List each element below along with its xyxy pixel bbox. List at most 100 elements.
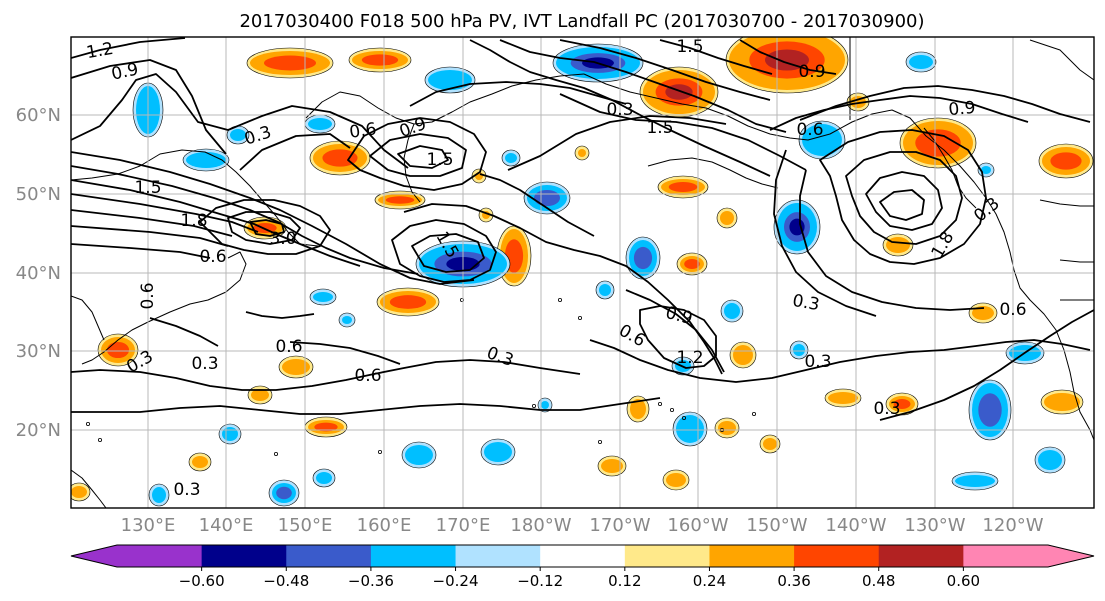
anomaly-blob-66-cyan xyxy=(1038,450,1062,470)
island-2 xyxy=(682,415,687,420)
island-13 xyxy=(578,315,583,320)
contour-label-15: 0.3 xyxy=(191,354,218,374)
contour-label-20: 0.3 xyxy=(173,480,200,500)
lon-label-160e: 160°E xyxy=(357,515,412,536)
contour-label-26: 1.5 xyxy=(676,37,703,57)
colorbar-bin-8 xyxy=(794,545,880,567)
anomaly-blob-54-outline xyxy=(218,423,242,445)
anomaly-blob-15-red xyxy=(106,341,130,359)
anomaly-blob-28-outline xyxy=(968,302,998,324)
coastline-segment-5 xyxy=(583,73,1094,441)
ivt-contour-27 xyxy=(559,93,807,171)
ivt-contour-16 xyxy=(239,133,351,171)
island-11 xyxy=(98,437,103,442)
contour-label-23: 0.3 xyxy=(873,399,900,419)
anomaly-blob-36-cyan xyxy=(428,70,472,90)
anomaly-blob-11-red xyxy=(1050,152,1082,170)
anomaly-blob-9-darkred xyxy=(764,49,810,71)
ivt-contour-18 xyxy=(411,233,485,273)
anomaly-blob-14-orange xyxy=(720,211,734,225)
anomaly-blob-57-outline xyxy=(501,149,521,167)
longitude-axis-labels: 130°E 140°E 150°E 160°E 170°E 180°W 170°… xyxy=(121,515,1044,536)
anomaly-blob-31-outline xyxy=(574,145,590,161)
anomaly-blob-61-outline xyxy=(537,397,553,413)
coastline-segment-1 xyxy=(81,251,247,365)
anomaly-blob-22-orange xyxy=(630,399,646,419)
colorbar-extend-high xyxy=(1048,545,1094,567)
anomaly-blob-21-orange xyxy=(666,473,686,487)
contour-label-31: 1.5 xyxy=(646,118,673,138)
anomaly-blob-27-outline xyxy=(1040,389,1084,415)
anomaly-blob-53-outline xyxy=(148,483,170,507)
anomaly-blob-6-red xyxy=(389,295,427,309)
anomaly-blob-49-outline xyxy=(595,280,615,300)
ivt-contour-39 xyxy=(589,339,1091,383)
contour-label-0: 1.2 xyxy=(85,39,115,63)
contour-label-11: 0.6 xyxy=(138,282,158,309)
contour-label-9: 0.6 xyxy=(199,247,226,267)
colorbar-bin-9 xyxy=(878,545,964,567)
anomaly-blob-28-orange xyxy=(972,306,994,320)
anomaly-blob-52-blue xyxy=(276,486,292,500)
colorbar-ticks xyxy=(201,567,964,571)
contour-label-32: 0.3 xyxy=(606,100,633,120)
anomaly-blob-12-outline xyxy=(882,233,914,257)
anomaly-blob-19-outline xyxy=(188,452,212,472)
anomaly-blob-21-outline xyxy=(662,469,690,491)
anomaly-blob-3-red xyxy=(385,196,415,204)
anomaly-blob-17-outline xyxy=(247,385,273,405)
colorbar-tick-label-2: −0.36 xyxy=(348,572,394,590)
coastline-segment-3 xyxy=(305,73,585,125)
island-5 xyxy=(377,449,382,454)
anomaly-blob-48-cyan xyxy=(724,303,740,319)
ivt-contour-20 xyxy=(479,173,595,237)
ivt-contour-30 xyxy=(799,85,1091,123)
map-frame xyxy=(70,36,1095,509)
island-6 xyxy=(273,451,278,456)
contour-label-21: 0.3 xyxy=(791,291,821,315)
anomaly-blob-30-orange xyxy=(718,421,736,435)
colorbar-bin-1 xyxy=(201,545,287,567)
ivt-contour-24 xyxy=(559,39,771,101)
contour-label-14: 0.6 xyxy=(354,366,381,386)
anomaly-blob-48-outline xyxy=(720,299,744,323)
lon-label-170w: 170°W xyxy=(589,515,650,536)
anomaly-blob-23-orange xyxy=(733,345,753,365)
anomaly-blob-59-outline xyxy=(671,356,695,376)
anomaly-blob-29-outline xyxy=(71,482,91,502)
anomaly-blob-7-outline xyxy=(657,175,709,199)
anomaly-blob-63-cyan xyxy=(316,472,332,484)
lon-label-140w: 140°W xyxy=(825,515,886,536)
lon-label-180w: 180°W xyxy=(510,515,571,536)
contour-label-8: 3.0 xyxy=(269,229,296,249)
anomaly-blob-62-outline xyxy=(977,162,995,178)
anomaly-blob-27-orange xyxy=(1044,393,1080,411)
anomaly-blob-1-red xyxy=(361,54,399,66)
contour-label-27: 0.9 xyxy=(798,62,825,82)
ivt-contour-45 xyxy=(879,309,1094,421)
anomaly-blob-0-red xyxy=(264,55,316,71)
anomaly-blob-58-cyan xyxy=(955,475,995,487)
colorbar-tick-label-5: 0.12 xyxy=(608,572,641,590)
anomaly-blob-40-outline xyxy=(523,181,571,215)
lat-label-60n: 60°N xyxy=(16,105,61,126)
anomaly-blob-56-cyan xyxy=(342,316,352,324)
anomaly-blob-56-outline xyxy=(338,312,356,328)
island-9 xyxy=(598,439,603,444)
anomaly-blob-58-outline xyxy=(951,471,999,491)
island-4 xyxy=(752,411,757,416)
anomaly-blob-50-outline xyxy=(401,441,437,469)
contour-label-13: 0.6 xyxy=(275,337,302,357)
anomaly-blob-55-outline xyxy=(309,288,337,306)
colorbar-outline xyxy=(70,544,1095,568)
anomaly-blob-16-orange xyxy=(282,359,310,375)
anomaly-blob-60-cyan xyxy=(793,344,805,356)
anomaly-blob-23-outline xyxy=(729,341,757,369)
anomaly-blob-13-outline xyxy=(676,252,708,276)
anomaly-blob-64-cyan xyxy=(308,118,332,130)
anomaly-blob-42-outline xyxy=(773,199,821,255)
ivt-contours xyxy=(71,37,1094,421)
colorbar-tick-label-7: 0.36 xyxy=(777,572,810,590)
anomaly-blob-51-cyan xyxy=(484,442,512,462)
